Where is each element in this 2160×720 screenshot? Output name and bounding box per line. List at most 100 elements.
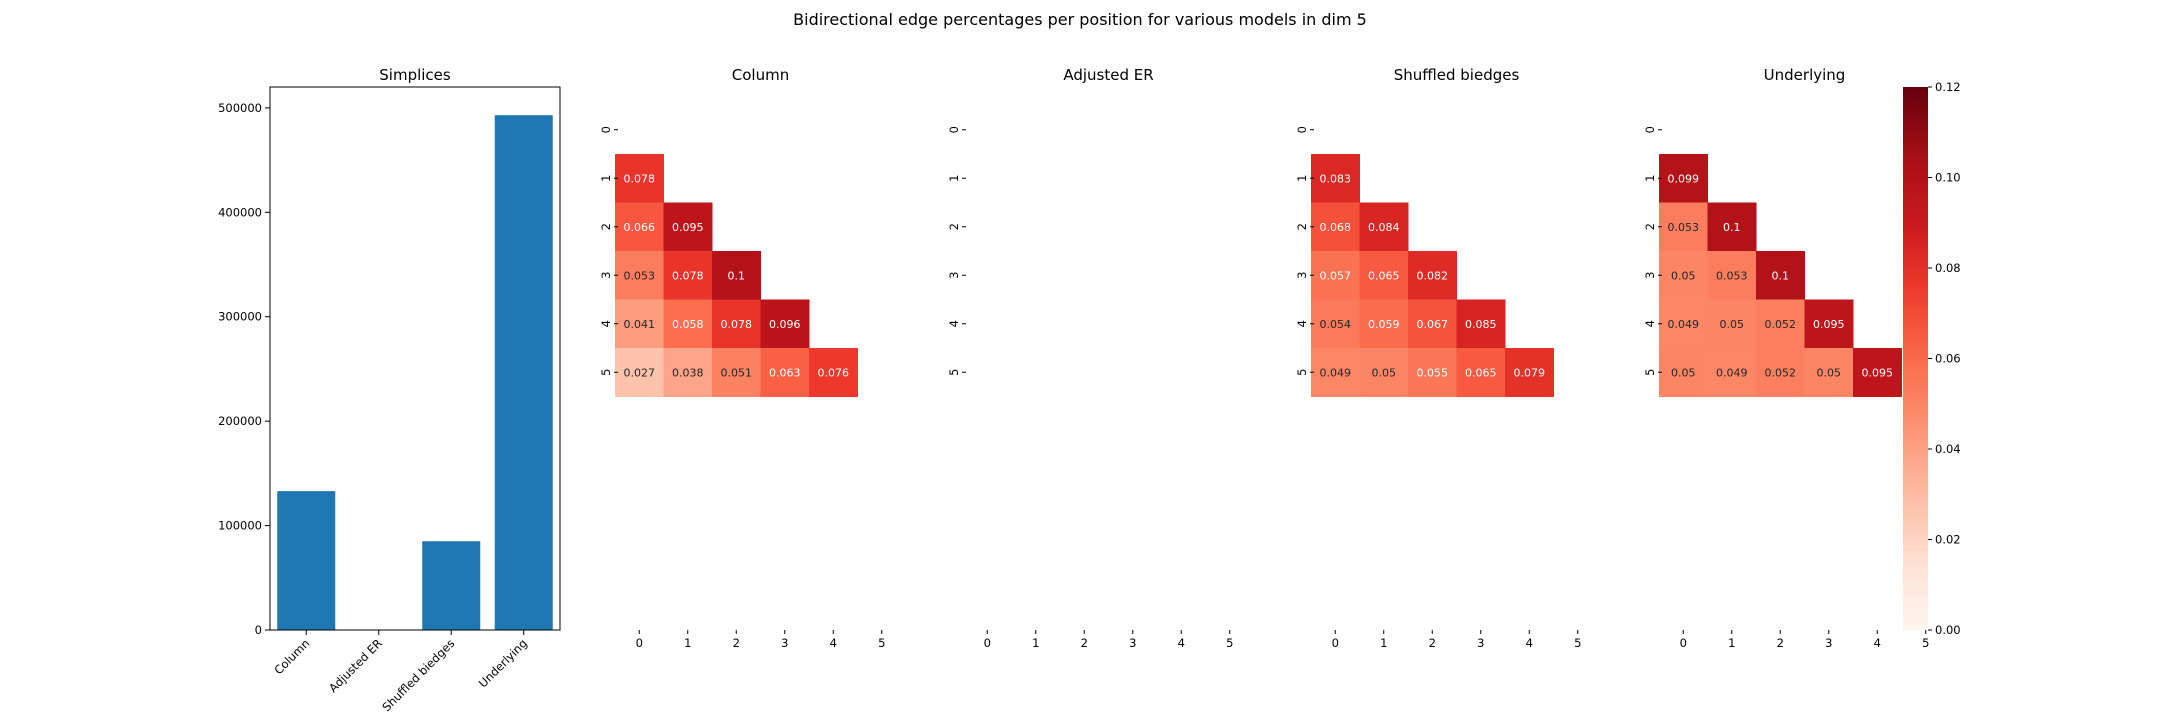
underlying-cell-label: 0.05 [1671, 269, 1696, 282]
shuffled-biedges-cell-label: 0.065 [1368, 269, 1400, 282]
adjusted-er-xtick-label: 1 [1032, 636, 1039, 650]
shuffled-biedges-cell [1359, 348, 1409, 397]
column-cell-label: 0.078 [721, 318, 753, 331]
underlying-cell [1659, 299, 1708, 349]
figure-title: Bidirectional edge percentages per posit… [793, 10, 1367, 29]
underlying-ytick-label: 4 [1643, 320, 1657, 327]
underlying-ytick-label: 1 [1643, 175, 1657, 182]
shuffled-biedges-cell [1311, 348, 1360, 397]
colorbar-tick-label: 0.10 [1935, 171, 1961, 185]
column-ytick-label: 1 [599, 175, 613, 182]
colorbar-tick-label: 0.12 [1935, 80, 1961, 94]
column-cell [663, 299, 713, 349]
column-cell-label: 0.066 [624, 221, 656, 234]
shuffled-biedges-cell [1408, 348, 1457, 397]
underlying-cell-label: 0.053 [1668, 221, 1700, 234]
shuffled-biedges-cell-label: 0.05 [1372, 366, 1397, 379]
bar-xtick-label: Underlying [476, 636, 530, 690]
column-cell [663, 348, 713, 397]
shuffled-biedges-cell-label: 0.055 [1417, 366, 1449, 379]
underlying-cell-label: 0.095 [1813, 318, 1845, 331]
underlying-cell-label: 0.05 [1720, 318, 1745, 331]
shuffled-biedges-xtick-label: 5 [1574, 636, 1581, 650]
column-ytick-label: 2 [599, 223, 613, 230]
column-cell [615, 299, 664, 349]
bar-axes-frame [269, 86, 561, 631]
adjusted-er-ytick-label: 3 [947, 272, 961, 279]
column-cell-label: 0.096 [769, 318, 801, 331]
shuffled-biedges-cell-label: 0.079 [1514, 366, 1546, 379]
column-ytick-label: 0 [599, 126, 613, 133]
colorbar-tick-label: 0.02 [1935, 533, 1961, 547]
colorbar-tick-label: 0.06 [1935, 352, 1961, 366]
column-cell-label: 0.078 [624, 172, 656, 185]
column-cell [809, 348, 858, 397]
adjusted-er-ytick-label: 0 [947, 126, 961, 133]
shuffled-biedges-cell [1505, 348, 1554, 397]
shuffled-biedges-cell-label: 0.067 [1417, 318, 1449, 331]
column-cell-label: 0.038 [672, 366, 704, 379]
column-cell [615, 348, 664, 397]
bar-ytick-label: 100000 [218, 519, 262, 533]
column-cell [615, 202, 664, 252]
shuffled-biedges-ytick-label: 5 [1295, 369, 1309, 376]
underlying-ytick-label: 0 [1643, 126, 1657, 133]
underlying-cell [1659, 202, 1708, 252]
shuffled-biedges-cell [1359, 299, 1409, 349]
shuffled-biedges-ytick-label: 3 [1295, 272, 1309, 279]
colorbar-tick-label: 0.04 [1935, 442, 1961, 456]
bar-xtick-label: Adjusted ER [326, 636, 385, 695]
shuffled-biedges-cell-label: 0.065 [1465, 366, 1497, 379]
underlying-ytick-label: 2 [1643, 223, 1657, 230]
adjusted-er-title: Adjusted ER [1063, 66, 1153, 84]
underlying-cell [1804, 299, 1854, 349]
shuffled-biedges-cell [1456, 348, 1506, 397]
bar-ytick-label: 0 [255, 623, 262, 637]
shuffled-biedges-cell-label: 0.059 [1368, 318, 1400, 331]
adjusted-er-xtick-label: 0 [984, 636, 991, 650]
shuffled-biedges-ytick-label: 0 [1295, 126, 1309, 133]
column-cell-label: 0.027 [624, 366, 656, 379]
adjusted-er-xtick-label: 4 [1178, 636, 1185, 650]
plots: Simplices0100000200000300000400000500000… [218, 66, 1961, 714]
underlying-cell-label: 0.049 [1716, 366, 1748, 379]
underlying-cell-label: 0.05 [1817, 366, 1842, 379]
underlying-cell-label: 0.099 [1668, 172, 1700, 185]
column-cell [663, 202, 713, 252]
underlying-xtick-label: 4 [1874, 636, 1881, 650]
adjusted-er-ytick-label: 4 [947, 320, 961, 327]
underlying-cell [1707, 299, 1757, 349]
shuffled-biedges-xtick-label: 0 [1332, 636, 1339, 650]
shuffled-biedges-cell [1359, 251, 1409, 300]
underlying-cell [1707, 202, 1757, 252]
shuffled-biedges-cell-label: 0.057 [1320, 269, 1352, 282]
underlying-cell [1659, 251, 1708, 300]
underlying-cell [1756, 348, 1805, 397]
column-cell [712, 348, 761, 397]
underlying-cell-label: 0.053 [1716, 269, 1748, 282]
column-cell-label: 0.076 [818, 366, 850, 379]
underlying-cell-label: 0.1 [1772, 269, 1790, 282]
underlying-cell [1756, 251, 1805, 300]
shuffled-biedges-title: Shuffled biedges [1394, 66, 1520, 84]
column-cell-label: 0.041 [624, 318, 656, 331]
column-xtick-label: 0 [636, 636, 643, 650]
shuffled-biedges-cell-label: 0.085 [1465, 318, 1497, 331]
underlying-cell-label: 0.049 [1668, 318, 1700, 331]
column-ytick-label: 4 [599, 320, 613, 327]
shuffled-biedges-cell-label: 0.082 [1417, 269, 1449, 282]
shuffled-biedges-cell [1408, 299, 1457, 349]
underlying-cell-label: 0.095 [1862, 366, 1894, 379]
bar-ytick-label: 500000 [218, 101, 262, 115]
underlying-cell [1707, 348, 1757, 397]
shuffled-biedges-xtick-label: 1 [1380, 636, 1387, 650]
underlying-cell [1659, 348, 1708, 397]
shuffled-biedges-cell [1456, 299, 1506, 349]
adjusted-er-ytick-label: 2 [947, 223, 961, 230]
column-cell-label: 0.051 [721, 366, 753, 379]
shuffled-biedges-xtick-label: 3 [1477, 636, 1484, 650]
adjusted-er-ytick-label: 1 [947, 175, 961, 182]
column-cell [663, 251, 713, 300]
shuffled-biedges-cell-label: 0.083 [1320, 172, 1352, 185]
